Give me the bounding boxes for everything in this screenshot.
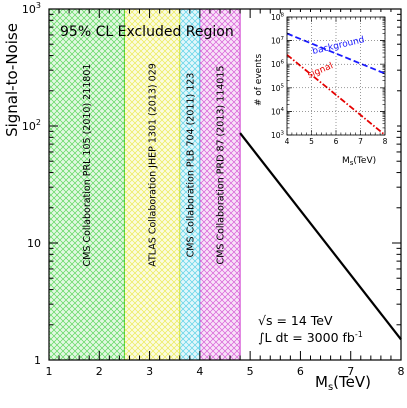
excluded-band-hatch [124, 9, 180, 360]
inset-y-axis-title: # of events [254, 54, 264, 107]
x-axis-title-main: M [315, 373, 328, 391]
inset-y-tick-label: 105 [271, 83, 285, 93]
inset-x-axis-title: Ms(TeV) [342, 156, 376, 167]
inset-y-tick-label: 107 [271, 36, 285, 46]
y-tick-label: 10 [27, 237, 41, 250]
x-tick-label: 4 [196, 365, 203, 378]
excluded-band-hatch [199, 9, 241, 360]
lumi-annotation-exp: -1 [355, 330, 363, 339]
y-tick-labels: 1 10 102 103 [22, 1, 41, 367]
inset-frame [286, 16, 386, 136]
x-tick-label: 3 [146, 365, 153, 378]
inset-x-tick-label: 7 [358, 137, 363, 146]
series-lines [239, 132, 402, 341]
inset-y-tick-label: 108 [271, 13, 285, 23]
lumi-annotation: ∫L dt = 3000 fb-1 [258, 330, 363, 345]
excluded-band-hatch [179, 9, 200, 360]
inset-x-tick-label: 4 [285, 137, 290, 146]
y-tick-label: 102 [22, 118, 41, 133]
inset-series-lines [286, 32, 386, 136]
x-axis-title: Ms(TeV) [315, 373, 371, 393]
excluded-band-label: CMS Collaboration PLB 704 (2011) 123 [185, 73, 196, 258]
signal-to-noise-line [239, 132, 402, 341]
inset-y-tick-label: 106 [271, 60, 285, 70]
inset-x-tick-label: 5 [309, 137, 314, 146]
inset-x-axis-title-sub: s [350, 159, 354, 167]
inset-x-tick-labels: 4 5 6 7 8 [285, 137, 388, 146]
x-axis-title-sub: s [328, 382, 333, 393]
y-axis-title: Signal-to-Noise [3, 23, 21, 137]
excluded-bands [49, 9, 241, 360]
x-tick-label: 1 [46, 365, 53, 378]
y-tick-label: 1 [34, 354, 41, 367]
lumi-annotation-main: ∫L dt = 3000 fb [258, 330, 355, 345]
inset-y-tick-label: 103 [271, 131, 285, 141]
inset-chart: 4 5 6 7 8 103 104 105 106 107 108 # of events Ms(… [254, 12, 397, 167]
x-tick-label: 5 [247, 365, 254, 378]
inset-x-tick-label: 6 [334, 137, 339, 146]
inset-y-tick-labels: 103 104 105 106 107 108 [271, 13, 285, 141]
y-tick-label: 103 [22, 1, 41, 16]
inset-x-axis-title-unit: (TeV) [353, 156, 376, 166]
x-tick-label: 7 [347, 365, 354, 378]
x-tick-label: 8 [398, 365, 405, 378]
x-tick-label: 6 [297, 365, 304, 378]
inset-background [287, 12, 397, 136]
inset-signal-line [286, 54, 386, 136]
x-tick-labels: 1 2 3 4 5 6 7 8 [46, 365, 405, 378]
x-axis-title-unit: (TeV) [333, 373, 371, 391]
excluded-band-label: CMS Collaboration PRL 105 (2010) 211801 [82, 64, 93, 267]
inset-x-axis-title-main: M [342, 156, 350, 166]
energy-annotation: √s = 14 TeV [258, 313, 333, 328]
plot-border [48, 8, 402, 361]
x-tick-label: 2 [96, 365, 103, 378]
excluded-band-label: ATLAS Collaboration JHEP 1301 (2013) 029 [148, 63, 159, 267]
inset-y-tick-label: 104 [271, 107, 285, 117]
excluded-band-label: CMS Collaboration PRD 87 (2013) 114015 [215, 66, 226, 265]
band-labels: CMS Collaboration PRL 105 (2010) 211801 A… [82, 63, 226, 267]
region-title: 95% CL Excluded Region [60, 24, 234, 40]
excluded-band-hatch [49, 9, 125, 360]
inset-x-tick-label: 8 [383, 137, 388, 146]
